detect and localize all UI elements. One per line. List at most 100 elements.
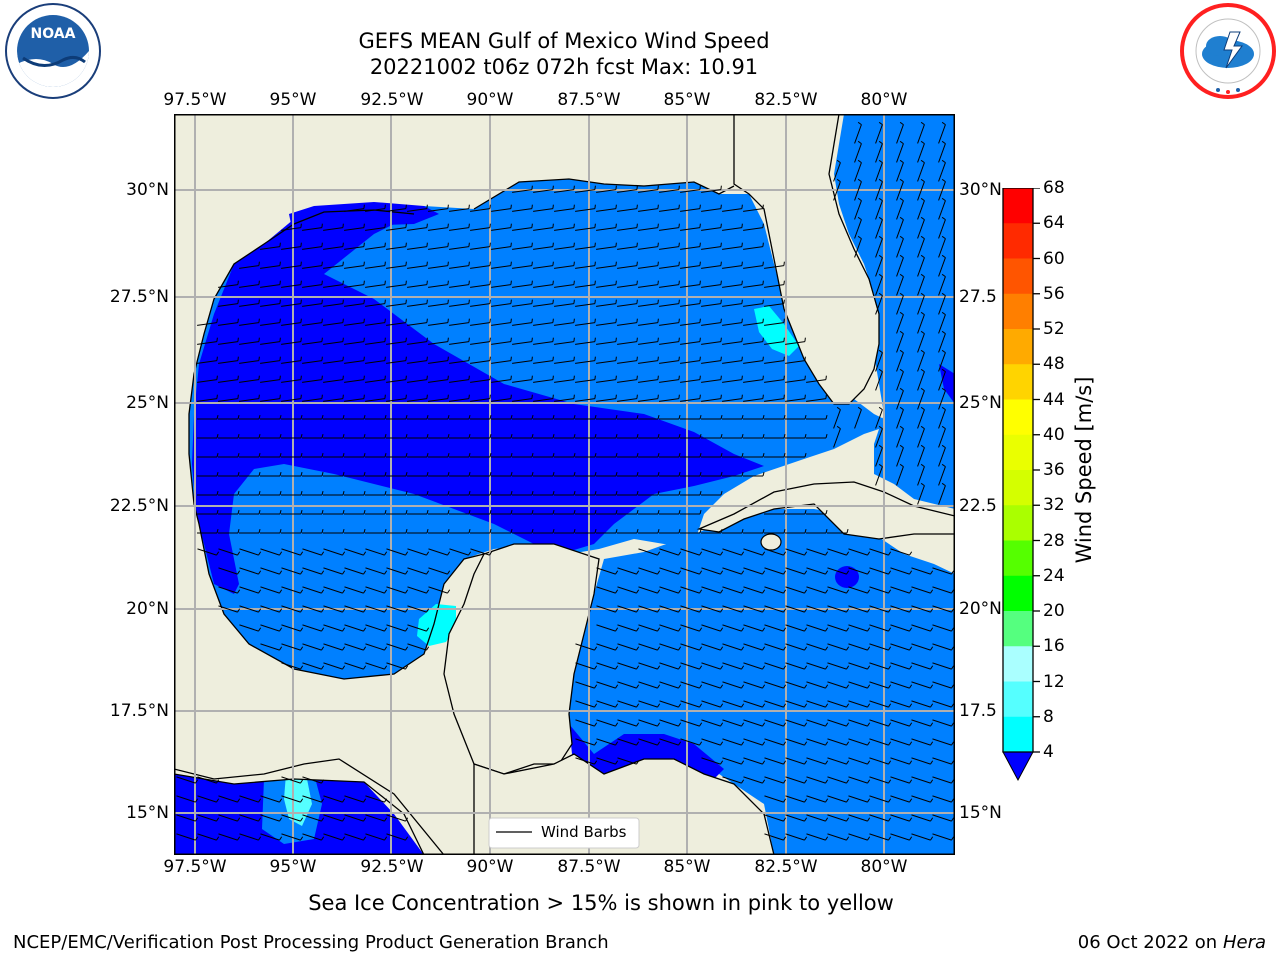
wind-barb bbox=[302, 322, 322, 326]
wind-barb-flag bbox=[920, 197, 925, 202]
wind-barb bbox=[575, 227, 595, 231]
wind-barb-flag bbox=[762, 472, 765, 477]
wind-barb-flag bbox=[930, 760, 934, 765]
wind-barb bbox=[533, 208, 553, 212]
wind-barb bbox=[386, 814, 406, 822]
wind-barb bbox=[344, 398, 364, 402]
wind-barb bbox=[932, 643, 952, 651]
wind-barb-flag bbox=[426, 608, 430, 613]
sea-ice-caption: Sea Ice Concentration > 15% is shown in … bbox=[308, 891, 894, 915]
wind-barb-flag bbox=[678, 415, 681, 420]
wind-barb bbox=[407, 208, 427, 212]
wind-barb bbox=[512, 265, 532, 269]
wind-barb bbox=[638, 379, 658, 383]
wind-barb bbox=[344, 341, 364, 345]
wind-barb bbox=[743, 303, 763, 307]
wind-barb-flag bbox=[804, 684, 808, 689]
wind-barb-flag bbox=[657, 722, 661, 727]
wind-barb-flag bbox=[762, 529, 765, 534]
wind-barb bbox=[533, 360, 553, 364]
wind-barb bbox=[323, 567, 343, 575]
wind-barb bbox=[386, 662, 406, 670]
colorbar-tick-label: 32 bbox=[1043, 495, 1065, 516]
wind-barb-flag bbox=[857, 140, 862, 145]
wind-barb-flag bbox=[237, 491, 240, 496]
wind-barb-flag bbox=[741, 472, 744, 477]
wind-barb bbox=[365, 265, 385, 269]
wind-barb bbox=[659, 643, 679, 651]
wind-barb-flag bbox=[720, 760, 724, 765]
wind-barb bbox=[932, 567, 952, 575]
wind-barb bbox=[764, 738, 784, 746]
lon-tick-top: 82.5°W bbox=[754, 90, 818, 110]
wind-barb-flag bbox=[657, 472, 660, 477]
wind-barb bbox=[554, 227, 574, 231]
wind-barb bbox=[764, 284, 784, 288]
wind-barb bbox=[596, 662, 616, 670]
wind-barb bbox=[806, 833, 826, 841]
wind-barb-flag bbox=[699, 415, 702, 420]
colorbar bbox=[1002, 188, 1040, 782]
colorbar-segment bbox=[1003, 505, 1033, 541]
wind-barb-flag bbox=[878, 444, 883, 449]
wind-barb bbox=[701, 662, 721, 670]
wind-barb bbox=[785, 567, 805, 575]
wind-barb bbox=[281, 284, 301, 288]
wind-barb bbox=[932, 776, 952, 784]
wind-barb bbox=[764, 719, 784, 727]
wind-barb-flag bbox=[384, 646, 388, 651]
wind-barb-flag bbox=[426, 453, 429, 458]
wind-barb bbox=[218, 284, 238, 288]
wind-barb bbox=[806, 624, 826, 632]
wind-barb bbox=[281, 605, 301, 613]
wind-barb bbox=[827, 814, 847, 822]
wind-barb bbox=[743, 719, 763, 727]
wind-barb bbox=[875, 143, 883, 163]
colorbar-segment bbox=[1003, 329, 1033, 365]
wind-barb bbox=[827, 833, 847, 841]
wind-barb-flag bbox=[300, 836, 304, 841]
wind-barb-flag bbox=[300, 798, 304, 803]
wind-barb bbox=[344, 586, 364, 594]
lon-tick-top: 95°W bbox=[269, 90, 317, 110]
wind-barb bbox=[512, 284, 532, 288]
wind-barb-flag bbox=[216, 779, 220, 784]
wind-barb bbox=[365, 624, 385, 632]
wind-barb-flag bbox=[279, 529, 282, 534]
wind-barb bbox=[890, 814, 910, 822]
wind-barb bbox=[932, 700, 952, 708]
wind-barb bbox=[533, 246, 553, 250]
wind-barb-flag bbox=[657, 453, 660, 458]
wind-barb bbox=[722, 341, 742, 345]
wind-barb-flag bbox=[930, 589, 934, 594]
wind-barb-flag bbox=[699, 510, 702, 515]
wind-barb-flag bbox=[573, 529, 576, 534]
wind-barb bbox=[596, 586, 616, 594]
wind-barb bbox=[911, 738, 931, 746]
wind-barb bbox=[701, 303, 721, 307]
wind-barb-flag bbox=[258, 798, 262, 803]
wind-barb-flag bbox=[468, 453, 471, 458]
wind-barb-flag bbox=[384, 589, 388, 594]
wind-barb bbox=[386, 246, 406, 250]
wind-barb-flag bbox=[762, 627, 766, 632]
lat-tick-left: 15°N bbox=[126, 803, 169, 823]
lat-tick-right: 27.5 bbox=[959, 287, 997, 307]
wind-barb bbox=[890, 605, 910, 613]
wind-barb bbox=[260, 360, 280, 364]
wind-barb-flag bbox=[342, 434, 345, 439]
wind-barb-flag bbox=[279, 798, 283, 803]
wind-barb bbox=[218, 303, 238, 307]
wind-barb bbox=[281, 643, 301, 651]
wind-barb bbox=[407, 643, 427, 651]
wind-barb bbox=[701, 586, 721, 594]
wind-barb-flag bbox=[594, 646, 598, 651]
wind-barb-flag bbox=[279, 551, 283, 556]
wind-barb bbox=[638, 719, 658, 727]
wind-barb-flag bbox=[699, 627, 703, 632]
wind-barb-flag bbox=[384, 551, 388, 556]
wind-barb bbox=[701, 208, 721, 212]
wind-barb bbox=[365, 398, 385, 402]
wind-barb-flag bbox=[941, 368, 946, 373]
wind-barb bbox=[512, 227, 532, 231]
